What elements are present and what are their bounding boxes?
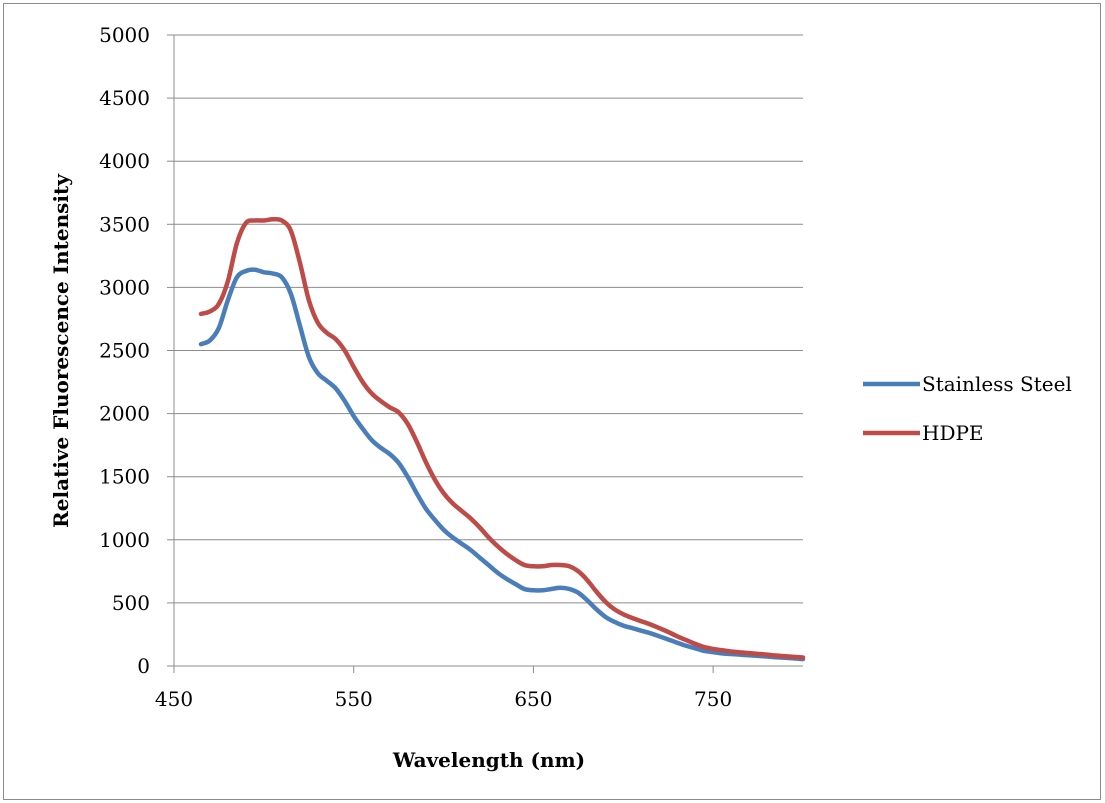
x-tick-label: 650: [514, 687, 552, 711]
y-tick-label: 0: [137, 654, 150, 678]
x-axis-title: Wavelength (nm): [392, 748, 585, 772]
legend-label-0: Stainless Steel: [922, 372, 1072, 396]
legend: Stainless Steel HDPE: [863, 372, 1072, 445]
series-line-1: [198, 216, 806, 660]
axes: [173, 35, 803, 673]
x-tick-label: 450: [155, 687, 193, 711]
y-tick-label: 4000: [99, 149, 150, 173]
gridlines: [167, 34, 803, 667]
y-tick-label: 2500: [99, 339, 150, 363]
x-tick-label: 550: [335, 687, 373, 711]
y-tick-label: 5000: [99, 23, 150, 47]
series-lines: [198, 216, 806, 662]
x-tick-labels: 450 550 650 750: [155, 687, 732, 711]
y-tick-label: 3000: [99, 275, 150, 299]
y-axis-title: Relative Fluorescence Intensity: [49, 173, 73, 528]
y-tick-label: 1000: [99, 528, 150, 552]
y-tick-label: 3500: [99, 212, 150, 236]
series-line-0: [198, 267, 806, 662]
y-tick-label: 1500: [99, 465, 150, 489]
x-tick-label: 750: [694, 687, 732, 711]
y-tick-label: 2000: [99, 402, 150, 426]
chart-frame: [3, 3, 1101, 800]
y-tick-labels: 0 500 1000 1500 2000 2500 3000 3500 4000 4500 5000: [99, 23, 150, 678]
legend-label-1: HDPE: [922, 421, 984, 445]
y-tick-label: 4500: [99, 86, 150, 110]
y-tick-label: 500: [112, 591, 150, 615]
